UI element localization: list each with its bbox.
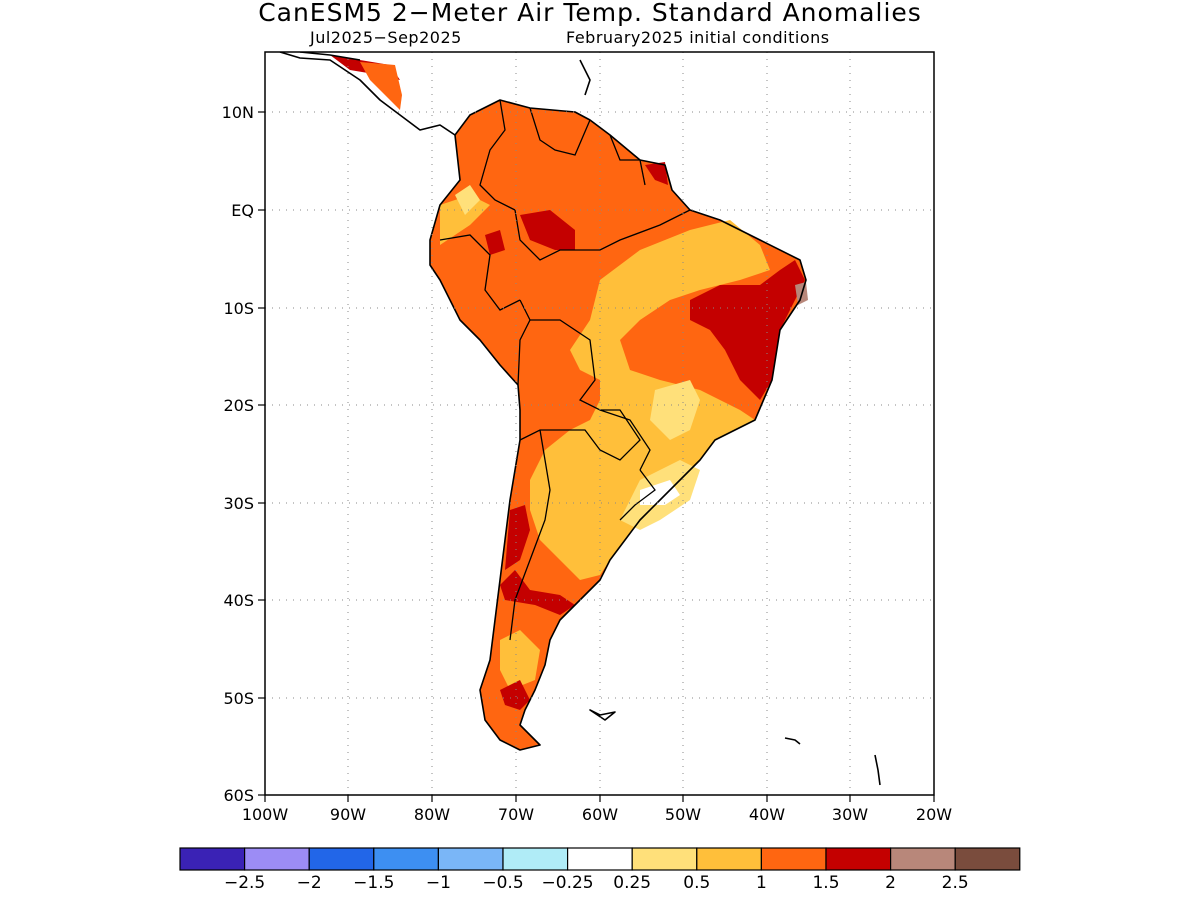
colorbar-label: 2 bbox=[885, 873, 896, 893]
colorbar-label: −2.5 bbox=[224, 873, 265, 893]
lat-tick-label: 10N bbox=[222, 103, 254, 122]
colorbar-swatch bbox=[179, 847, 246, 871]
anomaly-region-1.5-2 bbox=[520, 210, 575, 250]
anomaly-region-1.5-2 bbox=[690, 260, 805, 400]
lat-tick-label: EQ bbox=[231, 201, 254, 220]
lon-tick-label: 40W bbox=[749, 805, 785, 824]
country-borders bbox=[439, 99, 691, 641]
anomaly-region-1.5-2 bbox=[485, 230, 505, 255]
anomaly-region-neutral bbox=[640, 480, 680, 505]
coastlines bbox=[279, 52, 881, 786]
colorbar-label: 0.5 bbox=[683, 873, 710, 893]
lat-tick-label: 30S bbox=[223, 494, 254, 513]
colorbar-label: −2 bbox=[297, 873, 322, 893]
anomaly-fill bbox=[330, 55, 808, 750]
colorbar-swatch bbox=[825, 847, 892, 871]
colorbar-label: 0.25 bbox=[613, 873, 651, 893]
colorbar: −2.5 −2 −1.5 −1 −0.5 −0.25 0.25 0.5 1 1.5 2 2.5 bbox=[179, 847, 1021, 893]
initial-conditions: February2025 initial conditions bbox=[566, 28, 830, 47]
colorbar-label: 1.5 bbox=[812, 873, 839, 893]
colorbar-swatch bbox=[696, 847, 762, 871]
anomaly-region-1.5-2 bbox=[500, 680, 530, 710]
lon-tick-label: 100W bbox=[242, 805, 289, 824]
lat-tick-label: 10S bbox=[223, 299, 254, 318]
lon-tick-label: 50W bbox=[665, 805, 701, 824]
lon-tick-label: 80W bbox=[414, 805, 450, 824]
lon-tick-label: 30W bbox=[832, 805, 868, 824]
anomaly-region-0.25-0.5 bbox=[455, 185, 480, 215]
lat-tick-label: 40S bbox=[223, 591, 254, 610]
gridlines bbox=[265, 52, 934, 795]
colorbar-swatch bbox=[244, 847, 310, 871]
anomaly-region-0.5-1 bbox=[440, 195, 490, 245]
lat-tick-label: 20S bbox=[223, 396, 254, 415]
lon-tick-label: 90W bbox=[330, 805, 366, 824]
colorbar-label: −0.5 bbox=[482, 873, 523, 893]
colorbar-swatch bbox=[760, 847, 827, 871]
colorbar-label: 2.5 bbox=[942, 873, 969, 893]
lat-tick-label: 50S bbox=[223, 689, 254, 708]
lon-tick-label: 60W bbox=[582, 805, 618, 824]
anomaly-region-1.5-2 bbox=[505, 505, 530, 570]
colorbar-label: −0.25 bbox=[542, 873, 594, 893]
colorbar-swatch bbox=[954, 847, 1021, 871]
anomaly-region-0.5-1 bbox=[500, 630, 540, 690]
lon-tick-label: 70W bbox=[498, 805, 534, 824]
colorbar-swatch bbox=[502, 847, 569, 871]
anomaly-region-0.5-1 bbox=[530, 220, 770, 580]
chart-title: CanESM5 2−Meter Air Temp. Standard Anoma… bbox=[258, 0, 922, 27]
lon-axis bbox=[264, 795, 935, 802]
lat-axis bbox=[258, 111, 265, 796]
lon-tick-label: 20W bbox=[916, 805, 952, 824]
anomaly-region-1.5-2 bbox=[500, 570, 575, 615]
colorbar-swatch bbox=[566, 847, 633, 871]
colorbar-label: −1 bbox=[426, 873, 451, 893]
colorbar-swatch bbox=[631, 847, 698, 871]
colorbar-swatch bbox=[437, 847, 504, 871]
anomaly-region-1-1.5 bbox=[360, 62, 402, 110]
colorbar-swatch bbox=[308, 847, 375, 871]
anomaly-region-0.25-0.5 bbox=[650, 380, 700, 440]
anomaly-region-1.5-2 bbox=[645, 162, 668, 185]
colorbar-swatch bbox=[889, 847, 956, 871]
colorbar-label: −1.5 bbox=[353, 873, 394, 893]
colorbar-swatch bbox=[373, 847, 439, 871]
lat-tick-label: 60S bbox=[223, 786, 254, 805]
colorbar-label: 1 bbox=[756, 873, 767, 893]
forecast-period: Jul2025−Sep2025 bbox=[310, 28, 462, 47]
